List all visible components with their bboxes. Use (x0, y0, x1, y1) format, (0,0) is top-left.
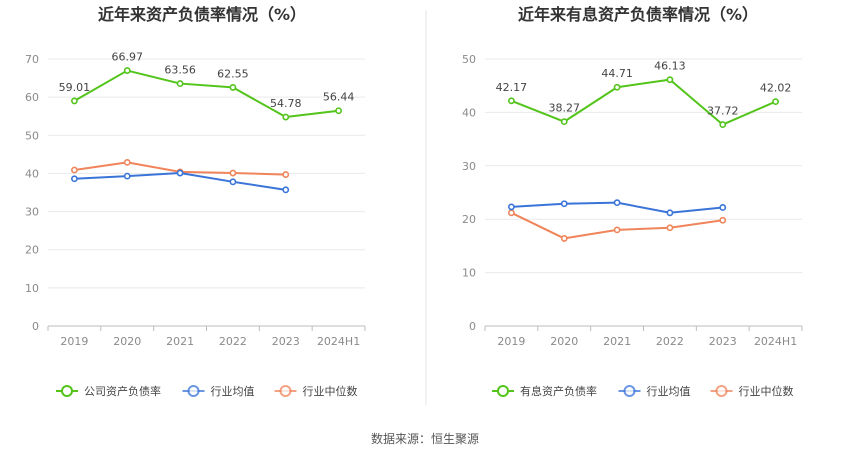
y-tick-label: 50 (462, 53, 476, 66)
y-tick-label: 0 (32, 320, 39, 333)
y-tick-label: 60 (25, 91, 39, 104)
y-tick-label: 40 (25, 167, 39, 180)
y-tick-label: 50 (25, 129, 39, 142)
x-tick-label: 2021 (603, 335, 631, 348)
data-source: 数据来源：恒生聚源 (371, 431, 479, 446)
data-label: 46.13 (654, 60, 686, 73)
chart-debt-ratio: 近年来资产负债率情况（%） 0 10 20 30 40 50 60 70 2019 2020 2021… (25, 5, 366, 398)
chart-title: 近年来有息资产负债率情况（%） (518, 5, 758, 24)
legend-item[interactable]: 行业中位数 (710, 384, 794, 398)
y-tick-label: 30 (25, 206, 39, 219)
data-point (508, 203, 515, 211)
data-point (282, 171, 290, 178)
y-tick-label: 70 (25, 53, 39, 66)
legend-swatch-marker (61, 385, 73, 397)
x-tick-label: 2020 (550, 335, 578, 348)
data-label: 42.17 (496, 81, 528, 94)
data-point (176, 80, 184, 87)
data-point (282, 113, 290, 121)
data-label: 66.97 (112, 51, 144, 64)
y-tick-label: 0 (469, 320, 476, 333)
data-point (229, 169, 237, 177)
data-label: 37.72 (707, 105, 739, 118)
x-tick-label: 2019 (497, 335, 525, 348)
data-point (560, 118, 568, 126)
x-tick-label: 2022 (656, 335, 684, 348)
x-tick-label: 2023 (272, 335, 300, 348)
data-point (123, 158, 131, 166)
data-point (719, 216, 727, 224)
data-point (560, 200, 568, 208)
data-point (508, 97, 515, 105)
data-point (229, 178, 237, 186)
data-point (335, 107, 342, 115)
data-point (229, 84, 237, 91)
legend-label: 行业均值 (647, 385, 691, 398)
legend-label: 公司资产负债率 (84, 384, 161, 398)
legend-label: 行业均值 (211, 385, 255, 398)
data-point (666, 76, 674, 84)
data-point (282, 186, 290, 194)
data-point (508, 209, 515, 217)
legend-label: 行业中位数 (739, 384, 794, 398)
data-point (176, 169, 184, 177)
legend-item[interactable]: 行业中位数 (274, 384, 358, 398)
legend-item[interactable]: 公司资产负债率 (56, 384, 161, 398)
y-tick-label: 20 (25, 244, 39, 257)
data-label: 59.01 (59, 81, 91, 94)
data-point (123, 172, 131, 180)
data-point (719, 204, 727, 211)
legend-item[interactable]: 有息资产负债率 (492, 384, 597, 398)
y-tick-label: 10 (25, 282, 39, 295)
legend-swatch-marker (623, 385, 636, 397)
data-label: 63.56 (164, 64, 196, 77)
chart-title: 近年来资产负债率情况（%） (98, 5, 306, 24)
data-point (560, 235, 568, 242)
y-tick-label: 10 (462, 267, 476, 280)
series-line (510, 211, 723, 240)
data-point (613, 83, 621, 91)
y-tick-label: 20 (462, 213, 476, 226)
data-point (123, 67, 131, 74)
x-tick-label: 2024H1 (317, 335, 360, 348)
legend-label: 有息资产负债率 (520, 384, 597, 398)
legend-swatch-marker (497, 385, 509, 397)
x-tick-label: 2019 (60, 335, 88, 348)
data-point (71, 175, 78, 183)
data-label: 42.02 (760, 82, 792, 95)
data-label: 38.27 (549, 102, 581, 115)
data-point (719, 121, 727, 128)
data-label: 54.78 (270, 97, 302, 110)
data-label: 62.55 (217, 67, 249, 80)
data-point (666, 224, 674, 232)
legend-swatch-marker (715, 385, 728, 397)
data-point (772, 98, 779, 106)
legend-item[interactable]: 行业均值 (618, 385, 691, 398)
data-point (613, 199, 621, 207)
data-label: 44.71 (601, 67, 633, 80)
legend-swatch-marker (187, 385, 200, 397)
x-tick-label: 2022 (219, 335, 247, 348)
series-line (73, 69, 339, 119)
x-tick-label: 2024H1 (754, 335, 797, 348)
data-point (71, 166, 78, 174)
chart-interest-debt-ratio: 近年来有息资产负债率情况（%） 0 10 20 30 40 50 2019 2020 2021 20… (462, 5, 803, 398)
legend-item[interactable]: 行业均值 (182, 385, 255, 398)
y-tick-label: 40 (462, 106, 476, 119)
legend-swatch-marker (279, 385, 292, 397)
x-tick-label: 2023 (709, 335, 737, 348)
data-point (613, 226, 621, 234)
data-point (666, 209, 674, 217)
x-tick-label: 2021 (166, 335, 194, 348)
x-tick-label: 2020 (113, 335, 141, 348)
legend-label: 行业中位数 (303, 384, 358, 398)
series-line (511, 78, 776, 126)
y-tick-label: 30 (462, 160, 476, 173)
data-point (71, 97, 78, 105)
data-label: 56.44 (323, 91, 355, 104)
